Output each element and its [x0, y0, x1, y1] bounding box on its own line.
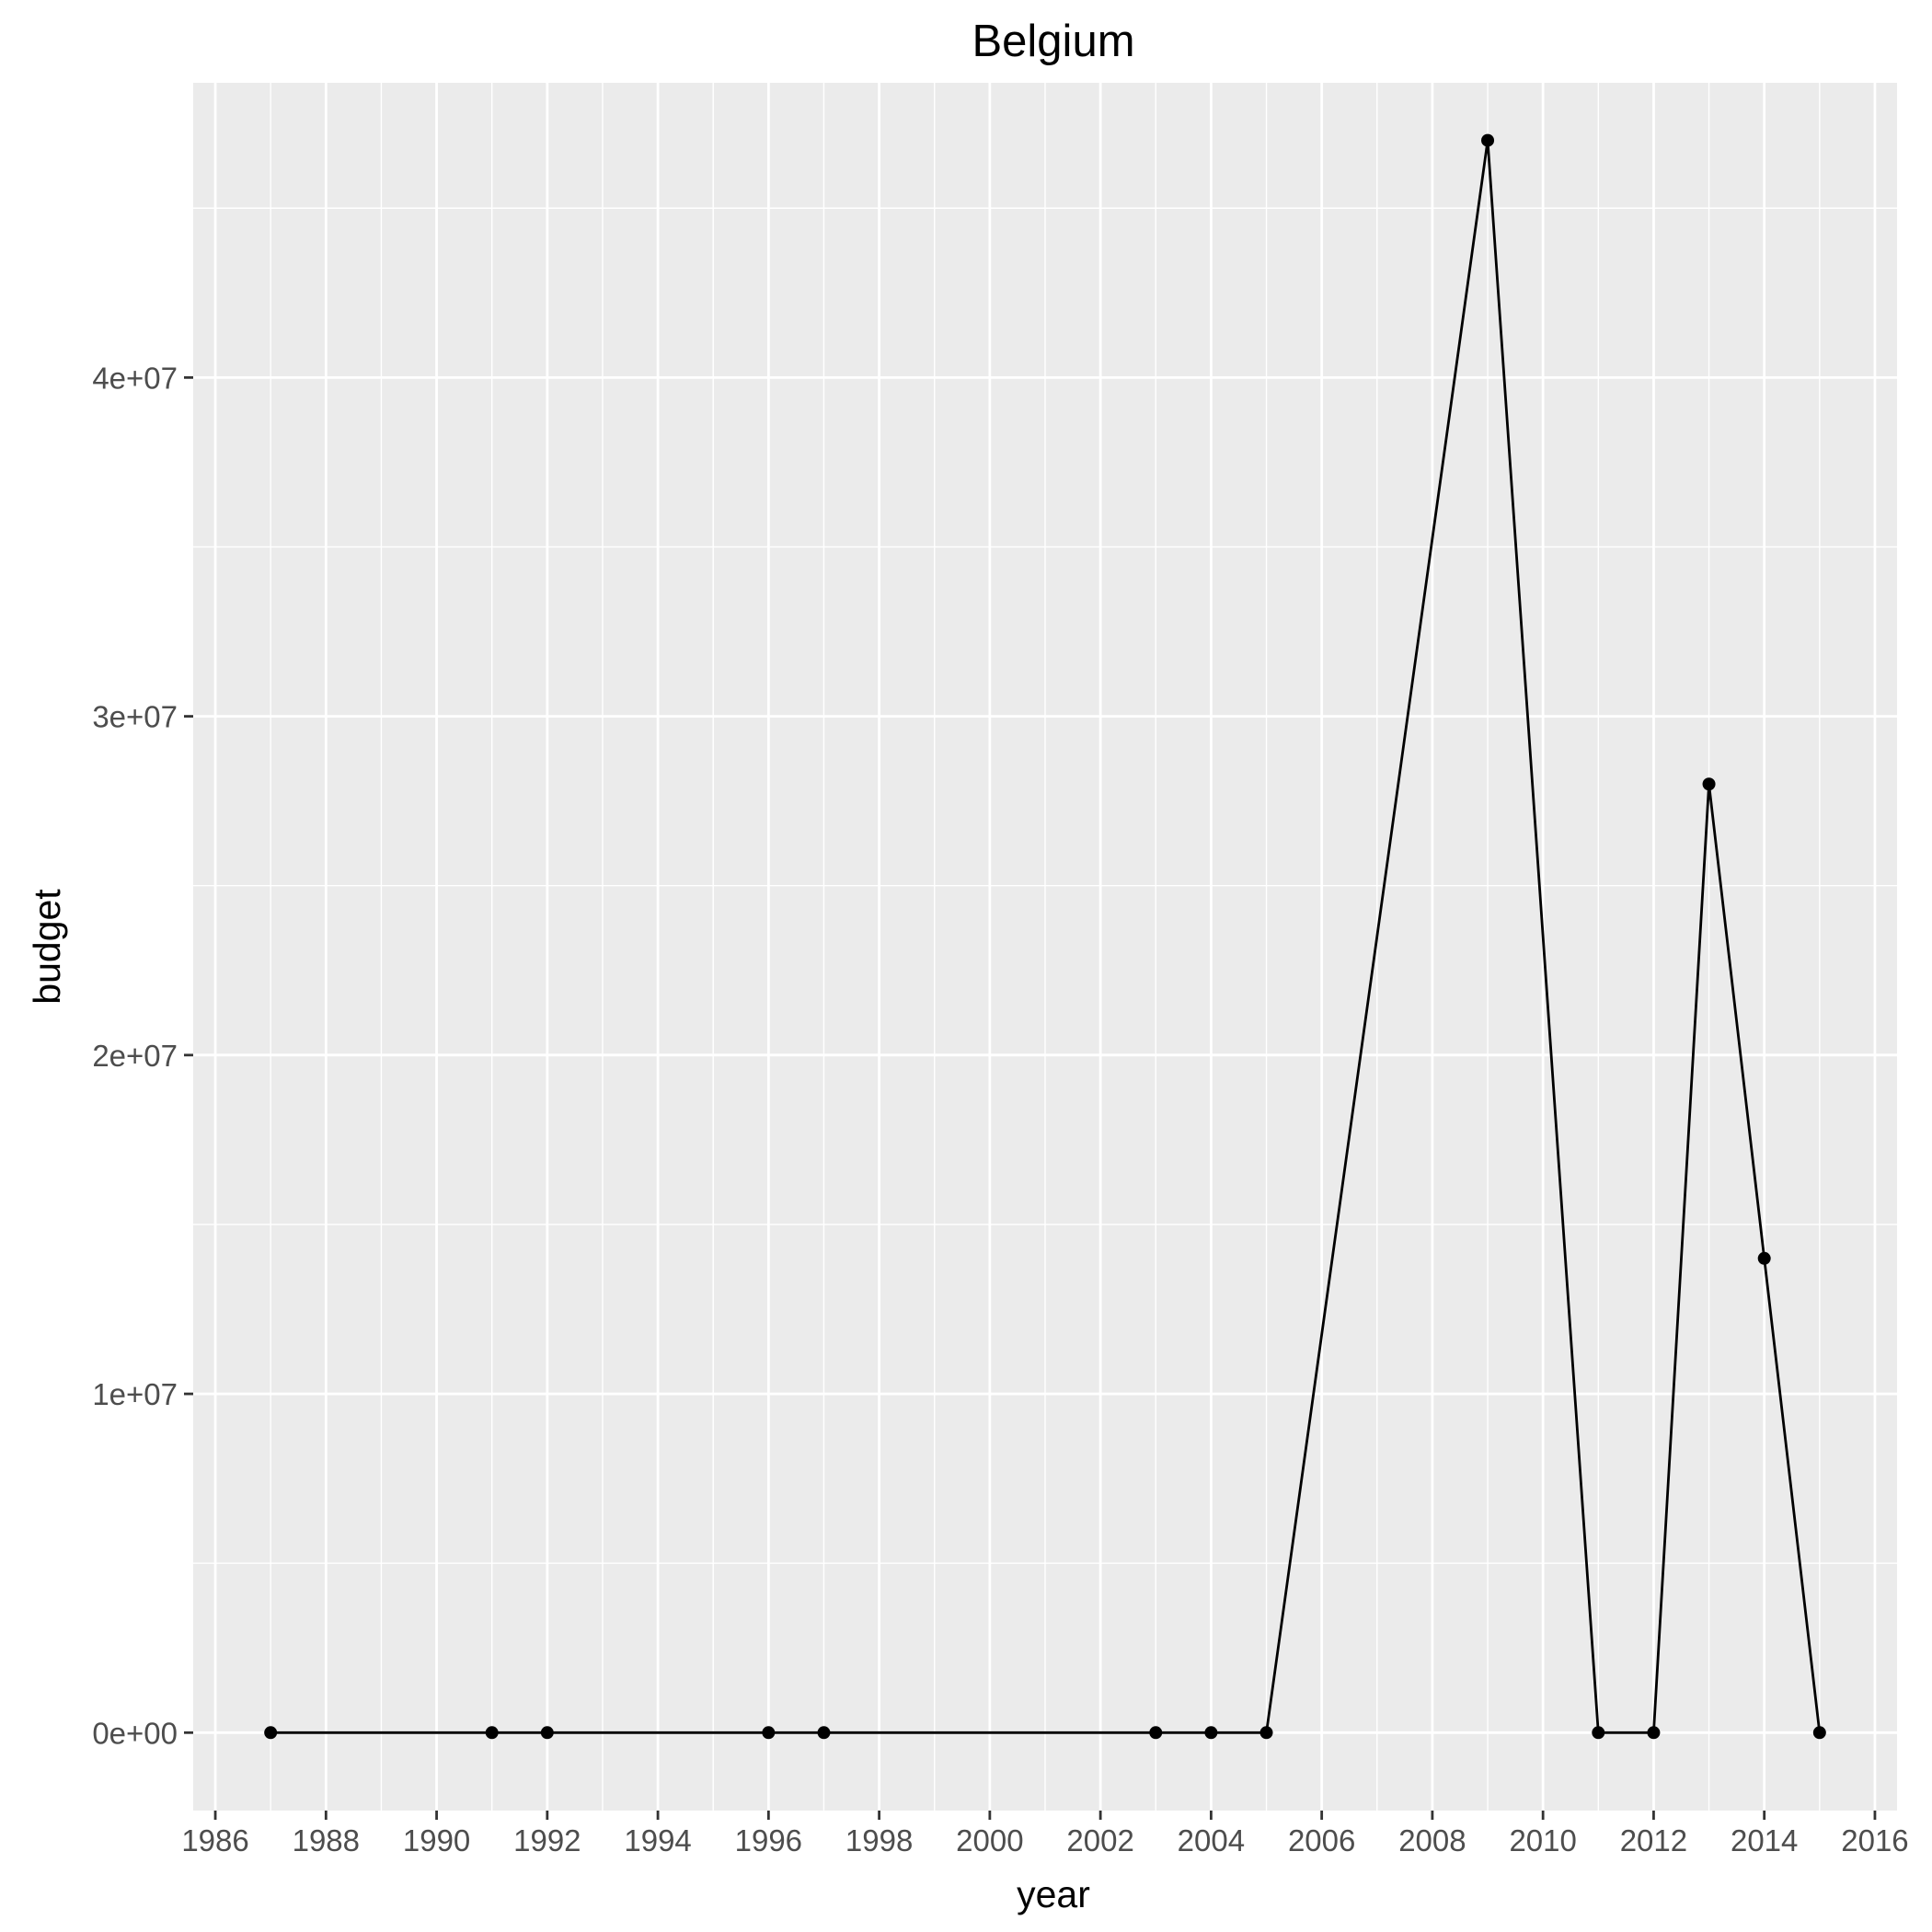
y-axis-title: budget — [26, 889, 68, 1005]
series-line — [270, 139, 1822, 1734]
data-point — [817, 1726, 831, 1740]
x-tick-label: 2008 — [1398, 1823, 1466, 1857]
x-tick-label: 1994 — [624, 1823, 691, 1857]
major-gridlines — [193, 83, 1897, 1811]
y-tick-label: 3e+07 — [92, 700, 178, 734]
chart-title: Belgium — [972, 17, 1134, 66]
x-tick-label: 1992 — [513, 1823, 581, 1857]
series-layer — [264, 133, 1826, 1740]
data-point — [1592, 1726, 1605, 1740]
x-tick-label: 1996 — [735, 1823, 802, 1857]
x-tick-label: 1998 — [845, 1823, 913, 1857]
y-tick-label: 2e+07 — [92, 1039, 178, 1073]
data-point — [1702, 777, 1716, 791]
y-tick-label: 0e+00 — [92, 1716, 178, 1750]
data-point — [762, 1726, 776, 1740]
data-point — [1149, 1726, 1163, 1740]
data-point — [264, 1726, 278, 1740]
data-point — [1647, 1726, 1661, 1740]
data-point — [1204, 1726, 1218, 1740]
x-tick-label: 2010 — [1509, 1823, 1576, 1857]
data-point — [1757, 1251, 1771, 1265]
x-tick-label: 1986 — [181, 1823, 248, 1857]
data-point — [1812, 1726, 1826, 1740]
x-tick-label: 2012 — [1620, 1823, 1687, 1857]
data-point — [1481, 133, 1495, 147]
x-tick-label: 2004 — [1178, 1823, 1245, 1857]
y-tick-label: 1e+07 — [92, 1377, 178, 1411]
x-tick-label: 2014 — [1731, 1823, 1798, 1857]
y-tick-label: 4e+07 — [92, 361, 178, 395]
axes-layer: 1986 1988 1990 1992 1994 1996 1998 2000 2002 2004… — [92, 361, 1908, 1857]
x-tick-label: 2000 — [956, 1823, 1023, 1857]
data-point — [540, 1726, 554, 1740]
minor-gridlines — [193, 83, 1897, 1811]
x-tick-label: 2006 — [1288, 1823, 1355, 1857]
x-tick-label: 1988 — [293, 1823, 360, 1857]
data-point — [485, 1726, 499, 1740]
x-tick-label: 1990 — [403, 1823, 470, 1857]
data-point — [1259, 1726, 1273, 1740]
x-tick-label: 2002 — [1066, 1823, 1133, 1857]
x-tick-label: 2016 — [1841, 1823, 1908, 1857]
x-axis-title: year — [1017, 1873, 1090, 1915]
